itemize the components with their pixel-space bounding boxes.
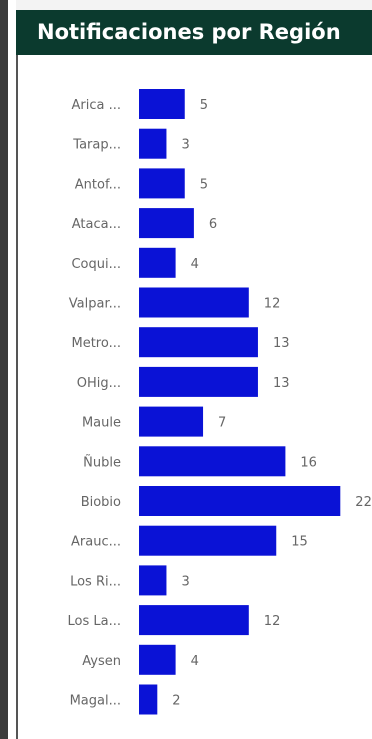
top-strip xyxy=(16,0,372,10)
chart-title: Notificaciones por Región xyxy=(16,10,372,55)
data-label: 4 xyxy=(191,257,199,272)
data-label: 13 xyxy=(273,376,290,391)
bar[interactable] xyxy=(139,406,204,437)
bar[interactable] xyxy=(139,605,249,636)
data-label: 22 xyxy=(355,495,372,510)
data-label: 2 xyxy=(172,694,180,709)
data-label: 7 xyxy=(218,416,226,431)
bar[interactable] xyxy=(139,486,341,516)
data-label: 6 xyxy=(209,217,217,232)
category-label: Biobio xyxy=(81,495,121,510)
bar[interactable] xyxy=(139,208,194,239)
bar[interactable] xyxy=(139,247,176,278)
bar[interactable] xyxy=(139,287,249,318)
bar[interactable] xyxy=(139,684,158,715)
category-label: Coqui... xyxy=(71,257,121,272)
data-label: 3 xyxy=(181,574,189,589)
bar[interactable] xyxy=(139,168,185,199)
category-label: Antof... xyxy=(75,177,121,192)
bar[interactable] xyxy=(139,327,258,358)
category-label: Ataca... xyxy=(72,217,121,232)
bar[interactable] xyxy=(139,366,258,397)
category-label: Metro... xyxy=(72,336,122,351)
data-label: 12 xyxy=(264,297,281,312)
bar[interactable] xyxy=(139,128,167,159)
bar[interactable] xyxy=(139,565,167,596)
category-label: Arauc... xyxy=(71,535,121,550)
data-label: 16 xyxy=(300,455,317,470)
category-label: Arica ... xyxy=(72,98,122,113)
category-label: OHig... xyxy=(77,376,121,391)
data-label: 5 xyxy=(200,177,208,192)
panel-left-border xyxy=(16,55,18,739)
bar[interactable] xyxy=(139,89,185,119)
category-label: Aysen xyxy=(82,654,121,669)
category-label: Los Ri... xyxy=(70,574,121,589)
bar-chart: Arica ... 5 Tarap... 3 Antof... 5 Ataca... 6 Coq… xyxy=(68,89,372,715)
bar[interactable] xyxy=(139,644,176,675)
data-label: 5 xyxy=(200,98,208,113)
data-label: 3 xyxy=(181,138,189,153)
bar[interactable] xyxy=(139,525,277,556)
category-label: Maule xyxy=(82,416,121,431)
data-label: 13 xyxy=(273,336,290,351)
category-label: Los La... xyxy=(68,614,121,629)
category-label: Valpar... xyxy=(69,297,121,312)
data-label: 12 xyxy=(264,614,281,629)
data-label: 4 xyxy=(191,654,199,669)
category-label: Tarap... xyxy=(72,138,121,153)
category-label: Ñuble xyxy=(83,454,121,470)
data-label: 15 xyxy=(291,535,308,550)
category-label: Magal... xyxy=(70,694,121,709)
bar[interactable] xyxy=(139,446,286,477)
